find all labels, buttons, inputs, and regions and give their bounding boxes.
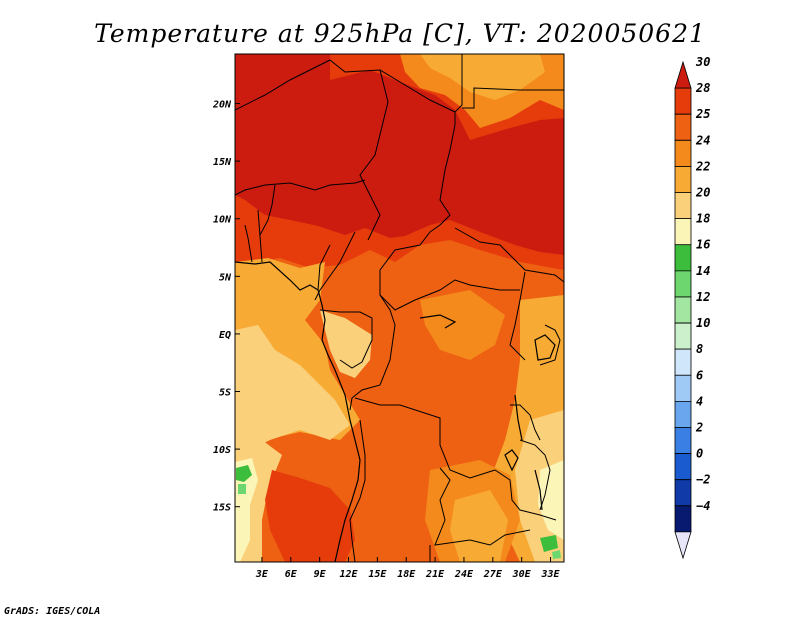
plot-frame [234,53,565,563]
colorbar-label: 25 [695,107,710,121]
colorbar-swatch [674,139,692,167]
x-tick-label: 33E [541,569,561,580]
x-tick-label: 24E [454,569,474,580]
field-contour-north-hottest [235,54,564,255]
x-tick-label: 15E [368,569,387,580]
colorbar-swatch [674,427,692,454]
x-tick-label: 6E [285,569,298,580]
colorbar-label: 10 [696,316,710,330]
colorbar-label: 8 [696,342,703,356]
y-tick-label: 20N [212,100,232,111]
colorbar-swatch [674,348,692,376]
colorbar-swatch [674,453,692,481]
colorbar-swatch [674,113,692,141]
field-contour-green-east2 [552,550,561,559]
field-contour-green-west [236,465,252,482]
colorbar-swatch [674,479,692,507]
x-tick-label: 27E [483,569,503,580]
field-contour-angola-hot [265,470,355,562]
field-contour-gabon [320,310,372,378]
colorbar-label: 20 [695,186,710,200]
coastline [235,261,361,562]
field-contour-congo-warm [420,290,505,360]
colorbar-swatch [674,192,692,220]
lakes [419,314,556,511]
field-contour-westcoast-cool [235,325,350,452]
x-tick-label: 21E [425,569,445,580]
y-tick-label: EQ [219,330,231,341]
colorbar-swatch [674,322,692,350]
colorbar-swatch [674,166,692,193]
colorbar-label: 12 [696,290,710,304]
colorbar-label: 4 [696,394,703,408]
country-boundaries [235,54,564,562]
x-tick-label: 18E [397,569,416,580]
colorbar-label: 0 [696,447,703,461]
footer-credit: GrADS: IGES/COLA [4,606,100,617]
x-axis: 3E 6E 9E 12E 15E 18E 21E 24E 27E 30E 33E [255,557,561,580]
colorbar-swatch [674,270,692,298]
y-tick-label: 5S [219,388,231,399]
x-tick-label: 3E [255,569,269,580]
colorbar-swatch [674,87,692,115]
colorbar-label: 16 [696,238,710,252]
x-tick-label: 12E [339,569,358,580]
colorbar-label: −4 [696,499,710,513]
colorbar-swatch [674,400,692,428]
y-tick-label: 10S [213,445,231,456]
colorbar-swatch [674,218,692,246]
y-tick-label: 10N [213,215,232,226]
y-axis: 20N 15N 10N 5N EQ 5S 10S 15S [212,100,240,514]
field-contour-ne-cooler [420,54,545,100]
colorbar-label: 18 [696,212,710,226]
colorbar-label: 2 [695,420,703,434]
colorbar-label: 14 [696,264,710,278]
colorbar-swatch [674,505,692,533]
colorbar-label: −2 [696,473,710,487]
x-tick-label: 30E [512,569,532,580]
y-tick-label: 5N [219,272,232,283]
field-contour-zambia-cool [450,490,508,562]
chart-title: Temperature at 925hPa [C], VT: 202005062… [94,19,706,48]
colorbar-extend-min [674,531,692,560]
colorbar-swatch [674,244,692,272]
temperature-map [235,54,564,562]
colorbar-swatch [674,374,692,402]
colorbar-swatch [674,296,692,324]
colorbar-label: 24 [695,133,710,147]
field-contour-green-east [540,535,558,552]
y-tick-label: 15N [213,157,232,168]
colorbar-label: 28 [695,81,710,95]
x-tick-label: 9E [314,569,327,580]
colorbar-extend-max [674,60,692,89]
y-tick-label: 15S [213,503,231,514]
field-contour-green-west2 [238,484,246,494]
field-contour-malawi [538,460,564,540]
colorbar-label: 22 [695,159,710,173]
colorbar-label: 6 [696,368,703,382]
colorbar-label: 30 [695,55,710,69]
